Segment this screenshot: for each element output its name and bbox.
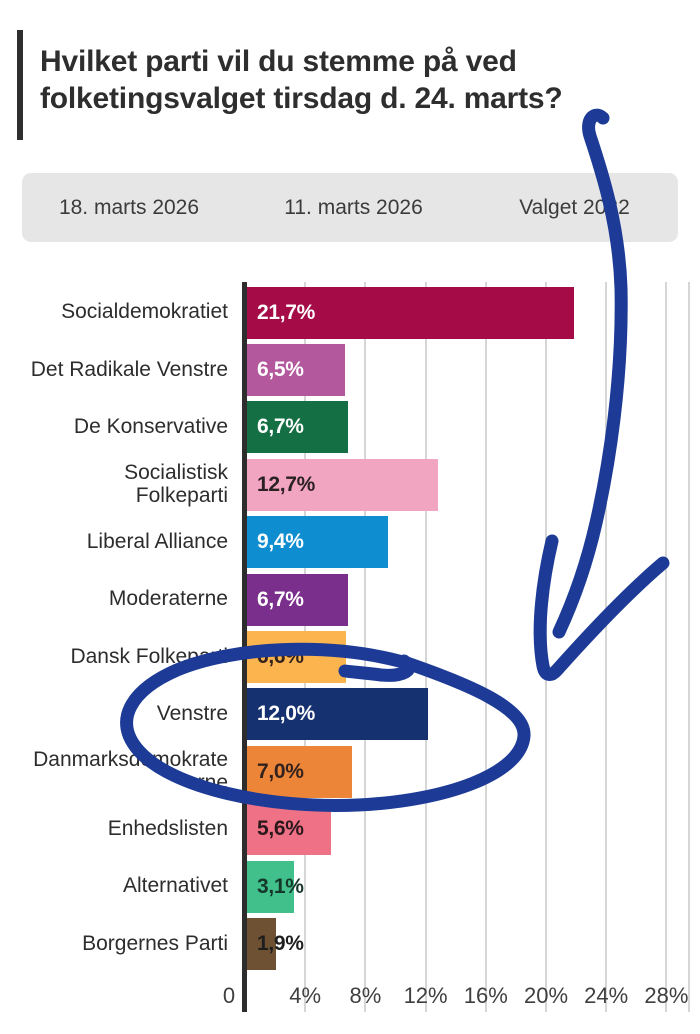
party-label: Borgernes Parti [82, 931, 228, 955]
party-label: Danmarksdemokraterne [33, 748, 228, 794]
page-title: Hvilket parti vil du stemme på ved folke… [40, 45, 563, 115]
poll-bar: 6,7% [247, 573, 348, 626]
chart-row: Det Radikale Venstre 6,5% [0, 341, 700, 398]
x-axis-tick-label: 0 [222, 983, 236, 1008]
bar-value-label: 21,7% [257, 300, 316, 324]
poll-bar: 9,4% [247, 516, 389, 569]
chart-row: Dansk Folkeparti 6,6% [0, 628, 700, 685]
poll-bar: 6,7% [247, 401, 348, 454]
bar-value-label: 6,7% [257, 587, 304, 611]
poll-bar: 21,7% [247, 286, 574, 339]
bar-value-label: 12,0% [257, 702, 316, 726]
gridline [687, 282, 690, 1012]
bar-value-label: 9,4% [257, 530, 304, 554]
bar-value-label: 6,7% [257, 415, 304, 439]
chart-row: Socialdemokratiet 21,7% [0, 284, 700, 341]
chart-row: Moderaterne 6,7% [0, 571, 700, 628]
x-axis-tick-label: 20% [523, 983, 569, 1008]
chart-row: De Konservative 6,7% [0, 399, 700, 456]
tab-label: 18. marts 2026 [58, 195, 200, 219]
bar-value-label: 7,0% [257, 759, 304, 783]
chart-row: Venstre 12,0% [0, 686, 700, 743]
chart-row: Danmarksdemokraterne 7,0% [0, 743, 700, 800]
chart-row: Alternativet 3,1% [0, 858, 700, 915]
bar-value-label: 5,6% [257, 817, 304, 841]
tab-11-marts-2026[interactable]: 11. marts 2026 [236, 173, 471, 242]
x-axis-tick-label: 28% [644, 983, 689, 1008]
poll-bar: 6,5% [247, 344, 345, 397]
poll-bar: 1,9% [247, 917, 304, 970]
chart-row: Socialistisk Folkeparti 12,7% [0, 456, 700, 513]
party-label: Socialdemokratiet [61, 300, 228, 324]
bar-value-label: 6,6% [257, 645, 304, 669]
tab-label: 11. marts 2026 [284, 195, 423, 219]
bar-rows: Socialdemokratiet 21,7% Det Radikale Ven… [0, 284, 700, 973]
poll-bar: 12,7% [247, 458, 439, 511]
party-label: Socialistisk Folkeparti [124, 461, 228, 507]
party-label: Det Radikale Venstre [30, 357, 228, 381]
chart-row: Liberal Alliance 9,4% [0, 514, 700, 571]
party-label: Alternativet [122, 874, 228, 898]
x-axis-tick-label: 12% [403, 983, 448, 1008]
party-label: Enhedslisten [107, 816, 228, 840]
party-label: Moderaterne [108, 587, 228, 611]
bar-value-label: 3,1% [257, 874, 304, 898]
title-accent-bar [17, 30, 23, 140]
poll-bar: 5,6% [247, 803, 332, 856]
bar-value-label: 12,7% [257, 472, 316, 496]
poll-bar: 3,1% [247, 860, 304, 913]
chart-row: Borgernes Parti 1,9% [0, 915, 700, 972]
x-axis-tick-label: 8% [349, 983, 382, 1008]
poll-bar: 7,0% [247, 745, 353, 798]
party-label: Venstre [156, 702, 228, 726]
tab-18-marts-2026[interactable]: 18. marts 2026 [22, 173, 236, 242]
x-axis-tick-label: 24% [584, 983, 629, 1008]
poll-bar: 6,6% [247, 631, 347, 684]
poll-bar: 12,0% [247, 688, 428, 741]
party-label: Dansk Folkeparti [70, 644, 228, 668]
x-axis-tick-label: 16% [463, 983, 508, 1008]
party-label: De Konservative [73, 415, 228, 439]
party-label: Liberal Alliance [86, 529, 228, 553]
bar-value-label: 6,5% [257, 358, 304, 382]
bar-value-label: 1,9% [257, 931, 304, 955]
chart-row: Enhedslisten 5,6% [0, 801, 700, 858]
x-axis-tick-label: 4% [289, 983, 322, 1008]
